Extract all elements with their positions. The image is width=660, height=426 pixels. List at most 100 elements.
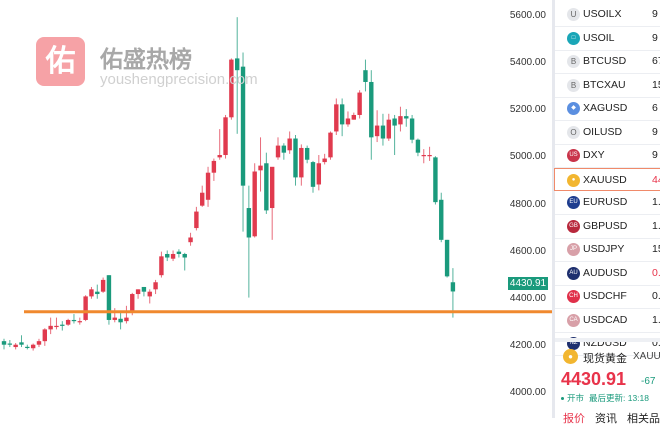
symbol-price: 9 bbox=[652, 8, 658, 20]
symbol-icon: US bbox=[567, 149, 580, 162]
symbol-icon: U bbox=[567, 8, 580, 21]
price-axis-label: 5600.00 bbox=[509, 10, 546, 21]
candle-body bbox=[293, 138, 298, 178]
watermark-domain: youshengprecision.com bbox=[100, 71, 258, 88]
watchlist-row-xauusd[interactable]: ●XAUUSD 44 bbox=[554, 167, 660, 191]
candle-body bbox=[275, 145, 281, 158]
candle bbox=[363, 59, 368, 92]
candle bbox=[374, 110, 380, 143]
tab-quote[interactable]: 报价 bbox=[563, 413, 585, 425]
candle bbox=[211, 158, 217, 181]
symbol-name: USDCAD bbox=[583, 313, 628, 326]
symbol-icon: GB bbox=[567, 219, 580, 233]
candle-body bbox=[427, 155, 432, 157]
symbol-name: EURUSD bbox=[583, 196, 628, 208]
candle bbox=[147, 289, 152, 304]
price-axis-label: 5000.00 bbox=[509, 151, 546, 163]
candle bbox=[95, 284, 100, 299]
tab-related[interactable]: 相关品 bbox=[627, 413, 660, 425]
symbol-icon: CH bbox=[567, 290, 580, 303]
candle-body bbox=[176, 251, 182, 254]
candle bbox=[240, 52, 246, 232]
candle-body bbox=[182, 253, 187, 258]
candle bbox=[217, 129, 222, 160]
candle-body bbox=[60, 324, 65, 326]
watchlist-row-dxy[interactable]: US DXY 9 bbox=[555, 144, 660, 168]
candle bbox=[415, 138, 421, 157]
candle bbox=[153, 279, 158, 295]
candle-body bbox=[264, 163, 269, 211]
candle bbox=[334, 98, 339, 135]
candle-body bbox=[13, 344, 18, 348]
candle-body bbox=[30, 344, 36, 349]
symbol-name: AUDUSD bbox=[583, 266, 628, 279]
watchlist-row-usoil[interactable]: □ USOIL 9 bbox=[555, 27, 660, 51]
candle-body bbox=[7, 343, 13, 345]
candle-body bbox=[71, 319, 77, 322]
candle-body bbox=[42, 329, 48, 342]
candle bbox=[170, 250, 176, 262]
candle bbox=[345, 111, 351, 127]
candlestick-chart[interactable] bbox=[0, 0, 552, 418]
candle bbox=[269, 166, 275, 240]
symbol-price: 1. bbox=[652, 313, 660, 326]
candle bbox=[304, 145, 310, 164]
symbol-name: DXY bbox=[583, 149, 605, 161]
candle-body bbox=[106, 275, 112, 320]
symbol-icon: B bbox=[567, 78, 580, 92]
symbol-price: 9 bbox=[652, 125, 658, 138]
candle-body bbox=[83, 296, 88, 320]
price-axis-label: 4200.00 bbox=[509, 339, 546, 351]
candle bbox=[141, 286, 147, 297]
candle bbox=[386, 113, 391, 141]
candle-body bbox=[369, 81, 374, 138]
candle-body bbox=[433, 157, 438, 203]
symbol-icon: □ bbox=[567, 31, 580, 45]
watchlist-row-usdcad[interactable]: CA USDCAD 1. bbox=[555, 309, 660, 333]
symbol-price: 6 bbox=[652, 102, 658, 114]
candle bbox=[339, 98, 345, 137]
candle-body bbox=[188, 237, 193, 243]
symbol-price: 15 bbox=[652, 78, 660, 91]
candle bbox=[380, 113, 386, 146]
candle-body bbox=[1, 341, 7, 345]
watchlist-row-gbpusd[interactable]: GB GBPUSD 1. bbox=[555, 215, 660, 239]
watchlist-row-usoilx[interactable]: U USOILX 9 bbox=[555, 3, 660, 27]
watchlist-row-oilusd[interactable]: O OILUSD 9 bbox=[555, 121, 660, 145]
candle-body bbox=[345, 118, 351, 125]
candle bbox=[351, 112, 356, 120]
candle-body bbox=[165, 253, 170, 258]
candle bbox=[106, 275, 112, 325]
candle bbox=[439, 192, 444, 243]
symbol-icon: B bbox=[567, 55, 580, 68]
symbol-name: USOILX bbox=[583, 8, 622, 20]
candle bbox=[275, 137, 281, 160]
candle-body bbox=[223, 117, 228, 156]
candle bbox=[450, 268, 456, 318]
candle bbox=[135, 289, 141, 299]
tab-news[interactable]: 资讯 bbox=[595, 413, 617, 425]
candle-body bbox=[65, 319, 71, 325]
watchlist-row-usdchf[interactable]: CH USDCHF 0. bbox=[555, 285, 660, 309]
price-axis-label: 4000.00 bbox=[509, 387, 546, 398]
watchlist-row-xagusd[interactable]: ◆ XAGUSD 6 bbox=[555, 97, 660, 121]
watchlist-row-eurusd[interactable]: EU EURUSD 1. bbox=[555, 191, 660, 215]
candle-body bbox=[159, 256, 164, 276]
candle bbox=[200, 185, 205, 207]
symbol-name: USOIL bbox=[583, 31, 615, 44]
watchlist-row-audusd[interactable]: AU AUDUSD 0. bbox=[555, 262, 660, 286]
candle-body bbox=[316, 163, 322, 185]
candle bbox=[293, 134, 298, 186]
candle bbox=[19, 335, 24, 348]
candle-body bbox=[200, 192, 205, 206]
candle bbox=[299, 144, 304, 186]
candle bbox=[398, 106, 403, 132]
candle bbox=[287, 131, 292, 154]
candle-body bbox=[398, 116, 403, 125]
candle bbox=[100, 277, 106, 293]
candle-body bbox=[351, 114, 356, 120]
candle bbox=[30, 343, 36, 351]
